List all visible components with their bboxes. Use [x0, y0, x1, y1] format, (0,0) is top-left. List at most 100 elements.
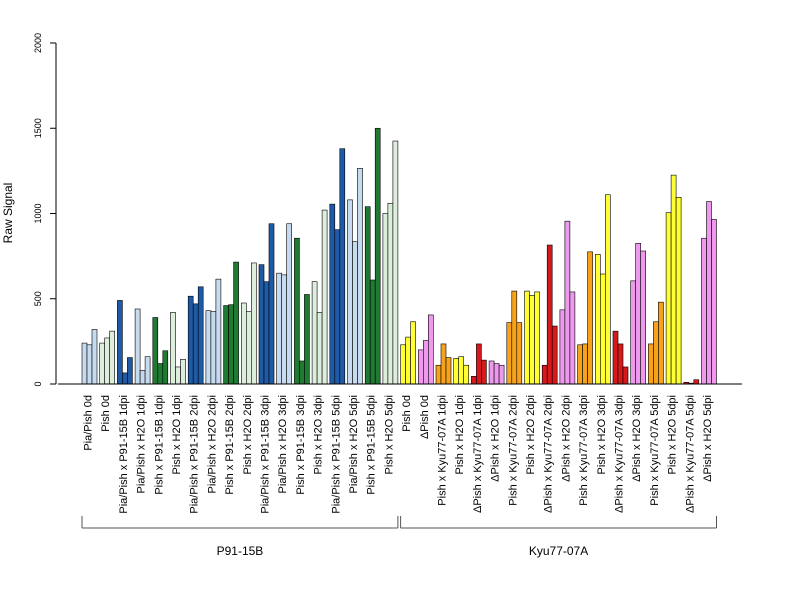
x-tick-label: Pish x P91-15B 1dpi — [153, 395, 165, 495]
group-label: P91-15B — [217, 544, 264, 558]
bar — [268, 223, 275, 385]
bar — [506, 322, 513, 385]
x-tick-label: ΔPish 0d — [419, 395, 431, 439]
bar — [569, 291, 576, 385]
bar — [316, 312, 323, 385]
bar — [564, 220, 571, 385]
x-tick-label: ΔPish x Kyu77-07A 1dpi — [472, 395, 484, 513]
bar — [648, 343, 654, 385]
x-tick-label: ΔPish x Kyu77-07A 3dpi — [614, 395, 626, 513]
x-tick-label: Pish x Kyu77-07A 1dpi — [437, 395, 449, 506]
bar — [311, 281, 318, 385]
x-tick-label: Pish x H2O 3dpi — [313, 395, 325, 474]
bar — [693, 379, 700, 385]
x-tick-label: Pia/Pish x P91-15B 5dpi — [330, 395, 342, 514]
bar — [440, 343, 447, 385]
bar — [422, 340, 429, 385]
bar — [117, 300, 123, 385]
bar — [400, 344, 406, 385]
bar — [281, 274, 288, 385]
bars — [81, 127, 717, 385]
bar — [347, 199, 353, 385]
bar — [458, 356, 465, 385]
bar — [559, 309, 566, 385]
bar — [594, 254, 601, 385]
x-tick-label: ΔPish x H2O 5dpi — [702, 395, 714, 482]
x-tick-label: Pish 0d — [401, 395, 413, 432]
bar — [241, 302, 247, 385]
y-axis: 0 500 1000 1500 2000 — [33, 33, 57, 387]
bar — [152, 317, 159, 385]
bar — [382, 213, 389, 385]
bar — [582, 343, 588, 385]
x-tick-label: Pish x H2O 1dpi — [454, 395, 466, 474]
bar — [481, 359, 487, 385]
bar — [299, 360, 305, 385]
bar — [276, 272, 283, 385]
bar — [357, 168, 363, 385]
bar — [144, 356, 151, 385]
y-tick-label: 2000 — [33, 33, 43, 53]
bar — [258, 264, 265, 385]
bar — [471, 376, 477, 385]
x-tick-labels: Pia/Pish 0d Pish 0d Pia/Pish x P91-15B 1dp… — [83, 395, 715, 514]
bar — [304, 294, 310, 385]
bar — [364, 206, 371, 385]
x-tick-label: Pish x H2O 5dpi — [667, 395, 679, 474]
bar — [453, 358, 460, 385]
x-tick-label: ΔPish x H2O 2dpi — [560, 395, 572, 482]
group-brackets: P91-15B Kyu77-07A — [81, 516, 717, 558]
bar — [122, 372, 128, 385]
bar — [701, 237, 707, 385]
y-tick-label: 1500 — [33, 118, 43, 138]
x-tick-label: Pish 0d — [100, 395, 112, 432]
bar — [374, 127, 381, 385]
bar — [210, 311, 217, 385]
x-tick-label: Pish x Kyu77-07A 5dpi — [649, 395, 661, 506]
bar — [604, 194, 611, 385]
bar — [599, 273, 606, 385]
y-tick-label: 1000 — [33, 203, 43, 223]
bar — [476, 343, 482, 385]
bar — [369, 279, 376, 385]
bar — [541, 364, 548, 385]
bar — [104, 337, 110, 385]
bar — [427, 314, 434, 385]
bar — [251, 262, 257, 385]
bar — [711, 219, 717, 385]
bar — [529, 295, 535, 385]
x-tick-label: Pish x P91-15B 3dpi — [295, 395, 307, 495]
x-tick-label: Pish x H2O 1dpi — [171, 395, 183, 474]
bar — [246, 311, 252, 385]
x-tick-label: Pia/Pish x P91-15B 2dpi — [189, 395, 201, 514]
bar — [286, 223, 293, 385]
bar — [352, 241, 358, 385]
bar — [435, 364, 442, 385]
x-tick-label: Pia/Pish x H2O 2dpi — [206, 395, 218, 493]
y-tick-label: 0 — [33, 381, 43, 386]
x-tick-label: Pish x H2O 5dpi — [383, 395, 395, 474]
y-axis-label: Raw Signal — [1, 183, 15, 244]
x-tick-label: Pish x H2O 2dpi — [525, 395, 537, 474]
bar — [463, 364, 470, 385]
bar — [170, 312, 176, 385]
bar — [524, 290, 530, 385]
bar — [294, 237, 300, 385]
bar — [228, 304, 234, 385]
bar — [321, 209, 328, 385]
bar — [612, 330, 619, 385]
bar — [622, 366, 629, 385]
bar — [91, 329, 98, 385]
bar — [392, 140, 399, 385]
bar — [139, 370, 146, 385]
bar — [180, 358, 186, 385]
x-tick-label: Pia/Pish 0d — [83, 395, 95, 451]
x-tick-label: ΔPish x Kyu77-07A 2dpi — [543, 395, 555, 513]
bar — [134, 308, 141, 385]
bar — [658, 301, 664, 385]
x-tick-label: Pish x Kyu77-07A 2dpi — [507, 395, 519, 506]
x-tick-label: Pia/Pish x H2O 5dpi — [348, 395, 360, 493]
bar — [551, 325, 558, 385]
bar — [263, 281, 270, 385]
